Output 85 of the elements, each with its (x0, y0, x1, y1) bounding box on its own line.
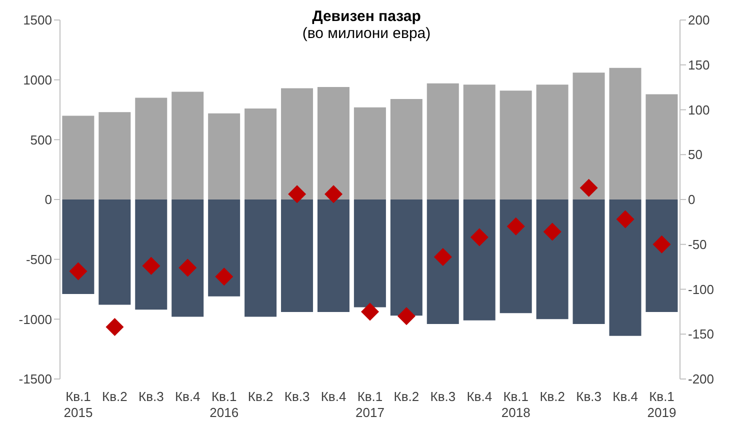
bar (244, 200, 277, 317)
point (288, 185, 306, 204)
bar (62, 200, 94, 294)
y-tick-label: -1500 (18, 372, 52, 387)
point (178, 258, 197, 277)
point (69, 262, 88, 280)
bar (463, 84, 496, 200)
bar (463, 200, 496, 320)
y2-tick-label: 100 (688, 102, 710, 118)
y-tick-label: 500 (30, 132, 52, 148)
bar (281, 200, 314, 312)
x-tick-label: Кв.2 (248, 389, 274, 404)
y2-tick-label: 150 (688, 57, 710, 72)
y2-tick-label: -100 (688, 282, 714, 297)
x-tick-label: Кв.4 (612, 389, 638, 404)
y2-tick-label: -150 (688, 326, 714, 342)
bar (244, 108, 277, 200)
bar (426, 83, 459, 200)
x-tick-label: Кв.4 (466, 389, 492, 404)
bar (208, 200, 240, 296)
point (470, 228, 488, 246)
y-tick-label: 1000 (23, 72, 52, 88)
point (324, 185, 343, 204)
y-tick-label: -500 (26, 252, 52, 267)
chart-subtitle: (во милиони евра) (302, 25, 431, 42)
x-tick-label: Кв.3 (138, 389, 164, 404)
x-tick-label: Кв.1 2017 (356, 389, 384, 420)
x-tick-label: Кв.1 2019 (647, 389, 676, 420)
bar (536, 200, 568, 320)
bar (317, 87, 350, 200)
bar (500, 90, 532, 200)
x-tick-label: Кв.2 (394, 389, 420, 404)
x-tick-label: Кв.3 (576, 389, 602, 404)
point (361, 302, 379, 321)
point (580, 178, 598, 197)
bar (98, 112, 131, 200)
y2-tick-label: -200 (688, 372, 714, 387)
point (616, 210, 634, 228)
bar (135, 98, 168, 200)
y-tick-label: -1000 (18, 312, 52, 327)
bar (354, 107, 386, 200)
bar (390, 98, 422, 200)
x-tick-label: Кв.1 2016 (210, 389, 239, 420)
bar (135, 200, 168, 310)
y-tick-label: 0 (44, 192, 52, 208)
chart-title: Девизен пазар (312, 8, 421, 25)
x-tick-label: Кв.2 (102, 389, 128, 404)
bar (572, 200, 605, 324)
bar (500, 200, 532, 314)
x-tick-label: Кв.3 (284, 389, 310, 404)
y2-tick-label: 200 (688, 12, 710, 28)
point (434, 248, 452, 266)
bar (609, 68, 642, 200)
bar (426, 200, 459, 324)
y2-tick-label: 50 (688, 147, 702, 162)
y2-tick-label: -50 (688, 236, 707, 252)
point (215, 268, 234, 286)
bar (536, 84, 568, 200)
bar (172, 92, 204, 200)
bar (62, 116, 94, 200)
bar (609, 200, 642, 336)
bar (172, 200, 204, 317)
bar (208, 113, 240, 200)
x-tick-label: Кв.3 (430, 389, 456, 404)
bar (646, 200, 678, 312)
point (506, 217, 525, 236)
y2-tick-label: 0 (688, 192, 696, 208)
y-tick-label: 1500 (23, 12, 52, 28)
point (543, 222, 562, 241)
point (652, 235, 671, 254)
point (397, 307, 416, 326)
bar (572, 72, 605, 200)
point (142, 256, 160, 275)
bar (646, 94, 678, 200)
x-tick-label: Кв.1 2018 (501, 389, 530, 420)
x-tick-label: Кв.4 (174, 389, 200, 404)
bar (281, 88, 314, 200)
point (106, 318, 124, 336)
x-tick-label: Кв.2 (540, 389, 566, 404)
x-tick-label: Кв.4 (320, 389, 346, 404)
bar (354, 200, 386, 308)
bar (98, 200, 131, 305)
bar (390, 200, 422, 316)
bar (317, 200, 350, 312)
x-tick-label: Кв.1 2015 (64, 389, 93, 420)
